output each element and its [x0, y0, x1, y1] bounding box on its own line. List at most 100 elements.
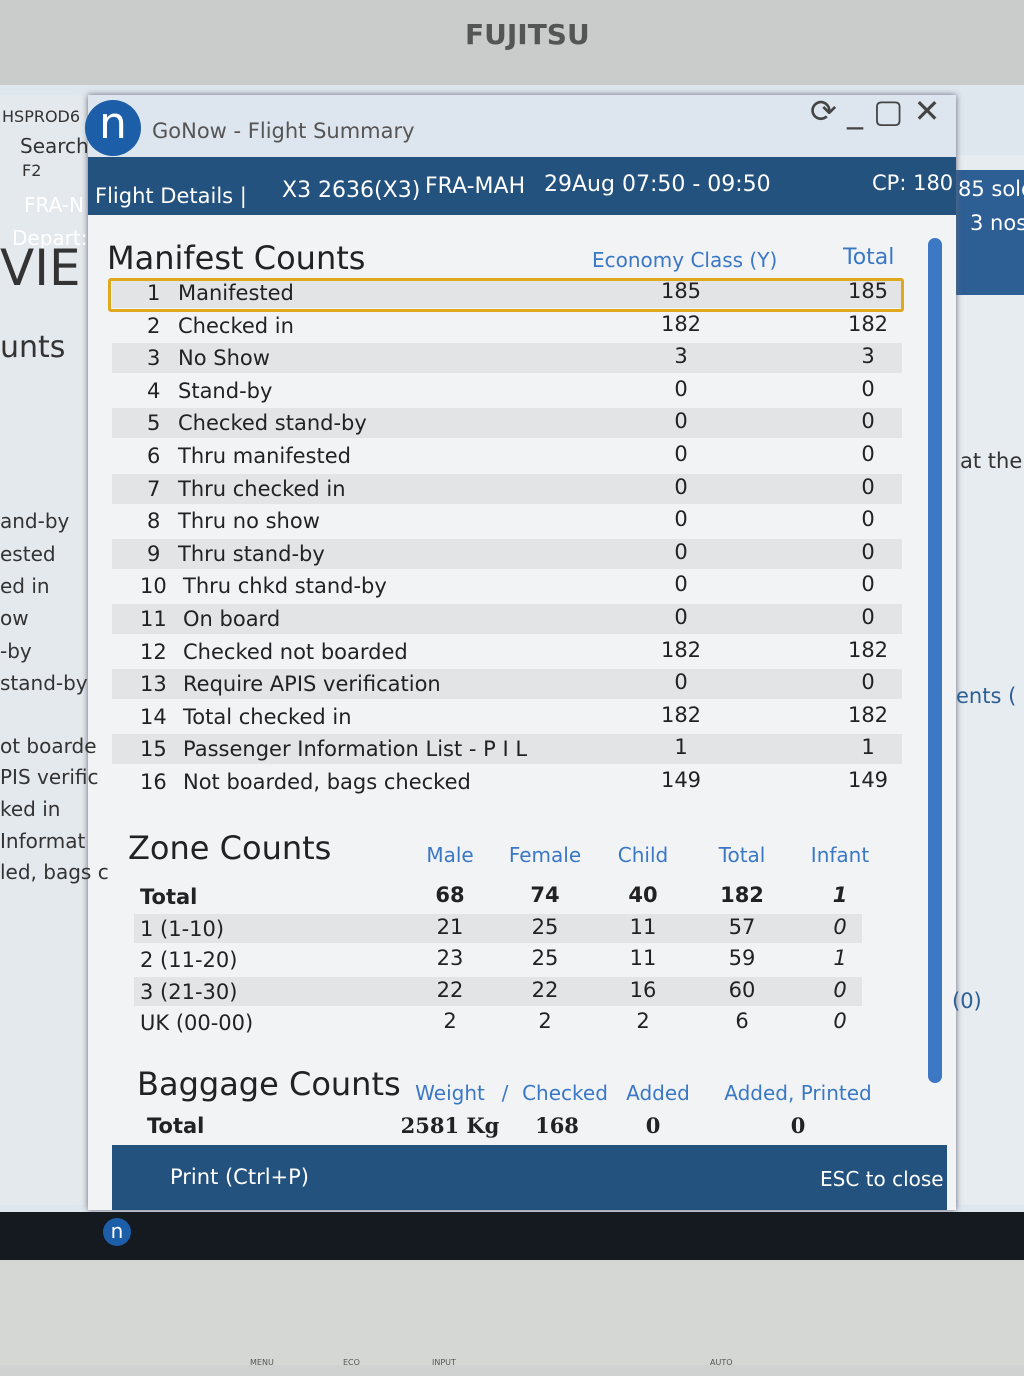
cell: 182: [847, 311, 889, 336]
row-label: 2 (11-20): [140, 948, 238, 972]
cell: 0: [674, 539, 688, 564]
cell: 1: [861, 735, 875, 760]
cell: 1: [674, 735, 688, 760]
background-text: F2: [22, 161, 42, 180]
background-text: ents (: [956, 684, 1017, 708]
cell: 0: [861, 507, 875, 532]
cell: 59: [728, 946, 756, 970]
column-header: Male: [426, 843, 474, 867]
row-number: 7: [147, 476, 161, 501]
cell: 0: [861, 670, 875, 695]
background-text: VIE: [0, 239, 81, 297]
monitor-button: AUTO: [710, 1358, 733, 1367]
cell: 0: [674, 442, 688, 466]
cell: 0: [861, 605, 875, 629]
cell: 23: [436, 946, 464, 970]
background-text: 85 sold: [958, 177, 1024, 201]
cell: 0: [833, 1009, 847, 1033]
row-label: On board: [183, 607, 281, 631]
section-title: Zone Counts: [128, 829, 332, 867]
header-label: Flight Details |: [95, 184, 247, 208]
row-label: UK (00-00): [140, 1011, 254, 1035]
row-number: 1: [147, 281, 161, 305]
row-number: 11: [140, 607, 167, 631]
cell: 0: [861, 539, 875, 564]
cell: 6: [735, 1009, 749, 1033]
section-title: Baggage Counts: [137, 1065, 401, 1103]
footer-bar: [112, 1145, 947, 1210]
background-text: Depart:: [12, 226, 88, 250]
row-label: Checked not boarded: [183, 639, 408, 664]
row-number: 4: [147, 378, 161, 403]
taskbar-app[interactable]: n: [103, 1218, 131, 1246]
column-header: Checked: [522, 1081, 608, 1105]
cell: 0: [674, 605, 688, 629]
background-text: stand-by: [0, 671, 88, 695]
column-header: Infant: [810, 843, 870, 867]
row-number: 9: [147, 541, 161, 566]
cell: 2: [636, 1009, 650, 1033]
title-bar: [88, 95, 956, 157]
column-header: Female: [508, 843, 582, 867]
cell: 3: [861, 344, 875, 369]
row-label: Passenger Information List - P I L: [183, 737, 528, 762]
cell: 0: [674, 376, 688, 401]
background-text: ested: [0, 542, 56, 566]
row-number: 13: [140, 672, 167, 697]
row-number: 2: [147, 313, 161, 338]
section-title: Manifest Counts: [107, 239, 366, 277]
cell: 149: [847, 768, 889, 792]
cell: 182: [660, 637, 702, 662]
column-header: Weight: [415, 1081, 485, 1105]
monitor-button: ECO: [343, 1358, 360, 1367]
cell: 0: [833, 914, 847, 939]
header-bar: [88, 157, 956, 215]
cell: 3: [674, 344, 688, 369]
background-text: at the: [960, 449, 1023, 473]
cell: 1: [832, 883, 848, 907]
row-highlight: [108, 278, 904, 312]
cell: 0: [674, 474, 688, 499]
cell: 0: [861, 442, 875, 466]
row-label: Total checked in: [183, 704, 352, 729]
column-header: /: [501, 1081, 509, 1105]
cell: 0: [645, 1113, 661, 1138]
cell: 182: [720, 883, 764, 907]
cell: 11: [629, 946, 657, 970]
row-label: Stand-by: [178, 378, 273, 403]
cell: 0: [674, 409, 688, 434]
row-number: 8: [147, 509, 161, 534]
cell: 22: [531, 977, 559, 1002]
row-band: [112, 473, 902, 504]
close-hint: ESC to close: [820, 1167, 944, 1191]
row-label: Thru no show: [178, 509, 320, 534]
background-text: ed in: [0, 574, 50, 598]
column-header: Total: [718, 843, 766, 867]
row-band: [112, 734, 902, 765]
row-label: Manifested: [178, 281, 294, 305]
row-number: 3: [147, 346, 161, 371]
print-button[interactable]: Print (Ctrl+P): [170, 1165, 309, 1189]
row-label: Total: [147, 1114, 205, 1138]
scrollbar[interactable]: [928, 238, 942, 1083]
row-number: 16: [140, 770, 167, 794]
right-window-header: [955, 170, 1024, 295]
cell: 0: [861, 572, 875, 597]
row-band: [112, 408, 902, 439]
background-text: led, bags c: [0, 860, 109, 884]
cell: 2: [443, 1009, 457, 1033]
background-text: unts: [0, 330, 66, 365]
row-band: [112, 604, 902, 634]
row-band: [112, 278, 902, 308]
background-text: 3 nos: [970, 211, 1024, 235]
cell: 182: [847, 702, 889, 727]
monitor-button: INPUT: [432, 1358, 456, 1367]
row-band: [112, 343, 902, 374]
window-controls[interactable]: ⟳ _ ▢ ✕: [810, 92, 941, 130]
cell: 2: [538, 1009, 552, 1033]
cell: 168: [535, 1113, 579, 1138]
column-header: Added: [626, 1081, 690, 1105]
row-label: Checked stand-by: [178, 411, 367, 436]
cell: 60: [728, 977, 756, 1002]
